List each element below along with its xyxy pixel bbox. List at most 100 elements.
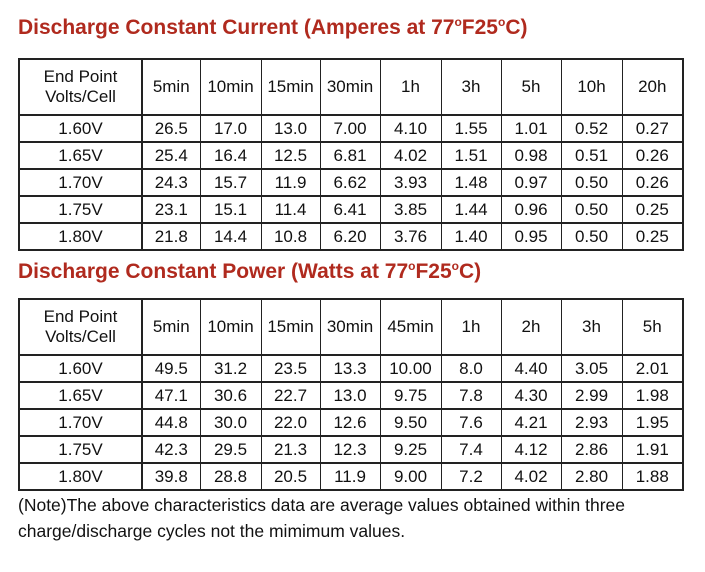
value-cell: 0.26: [621, 168, 684, 197]
value-cell: 1.88: [621, 462, 684, 491]
value-cell: 1.55: [440, 114, 502, 143]
value-cell: 30.0: [199, 408, 262, 437]
value-cell: 0.27: [621, 114, 684, 143]
column-header: 45min: [379, 298, 442, 356]
value-cell: 2.86: [560, 435, 623, 464]
value-cell: 15.7: [199, 168, 262, 197]
column-header: 1h: [440, 298, 502, 356]
value-cell: 2.99: [560, 381, 623, 410]
value-cell: 1.48: [440, 168, 502, 197]
end-point-label: End Point: [43, 67, 118, 86]
end-point-voltage-cell: 1.75V: [18, 435, 143, 464]
header-row: End Point Volts/Cell 5min 10min 15min 30min 1h…: [18, 58, 684, 116]
column-header: 15min: [260, 58, 321, 116]
end-point-voltage-cell: 1.80V: [18, 222, 143, 251]
value-cell: 9.25: [379, 435, 442, 464]
column-header: 2h: [500, 298, 562, 356]
value-cell: 24.3: [141, 168, 201, 197]
table-row: 1.70V 24.3 15.7 11.9 6.62 3.93 1.48 0.97 0.50 0.2…: [18, 168, 684, 197]
value-cell: 1.91: [621, 435, 684, 464]
value-cell: 0.95: [500, 222, 562, 251]
column-header: 10min: [199, 298, 262, 356]
value-cell: 4.40: [500, 354, 562, 383]
column-header: 15min: [260, 298, 321, 356]
value-cell: 13.3: [319, 354, 381, 383]
value-cell: 8.0: [440, 354, 502, 383]
value-cell: 14.4: [199, 222, 262, 251]
value-cell: 9.75: [379, 381, 442, 410]
value-cell: 12.5: [260, 141, 321, 170]
value-cell: 0.50: [560, 222, 623, 251]
value-cell: 0.25: [621, 195, 684, 224]
note-text: (Note)The above characteristics data are…: [18, 495, 626, 541]
column-header: 30min: [319, 298, 381, 356]
table-row: 1.80V 21.8 14.4 10.8 6.20 3.76 1.40 0.95 0.50 0.2…: [18, 222, 684, 251]
value-cell: 0.50: [560, 168, 623, 197]
value-cell: 0.97: [500, 168, 562, 197]
value-cell: 7.6: [440, 408, 502, 437]
table-row: 1.65V 25.4 16.4 12.5 6.81 4.02 1.51 0.98 0.51 0.2…: [18, 141, 684, 170]
value-cell: 10.8: [260, 222, 321, 251]
value-cell: 4.10: [379, 114, 442, 143]
value-cell: 25.4: [141, 141, 201, 170]
value-cell: 21.8: [141, 222, 201, 251]
column-header: 5min: [141, 58, 201, 116]
value-cell: 4.02: [379, 141, 442, 170]
table-row: 1.65V 47.1 30.6 22.7 13.0 9.75 7.8 4.30 2.99 1.98: [18, 381, 684, 410]
end-point-label: End Point: [43, 307, 118, 326]
value-cell: 6.81: [319, 141, 381, 170]
value-cell: 49.5: [141, 354, 201, 383]
value-cell: 4.12: [500, 435, 562, 464]
value-cell: 6.20: [319, 222, 381, 251]
value-cell: 2.93: [560, 408, 623, 437]
end-point-header: End Point Volts/Cell: [18, 58, 143, 116]
value-cell: 29.5: [199, 435, 262, 464]
value-cell: 47.1: [141, 381, 201, 410]
column-header: 3h: [440, 58, 502, 116]
value-cell: 1.40: [440, 222, 502, 251]
value-cell: 3.05: [560, 354, 623, 383]
value-cell: 17.0: [199, 114, 262, 143]
value-cell: 0.26: [621, 141, 684, 170]
table-row: 1.75V 23.1 15.1 11.4 6.41 3.85 1.44 0.96 0.50 0.2…: [18, 195, 684, 224]
value-cell: 1.98: [621, 381, 684, 410]
value-cell: 7.4: [440, 435, 502, 464]
value-cell: 1.95: [621, 408, 684, 437]
value-cell: 12.6: [319, 408, 381, 437]
column-header: 10min: [199, 58, 262, 116]
value-cell: 6.41: [319, 195, 381, 224]
value-cell: 22.0: [260, 408, 321, 437]
end-point-voltage-cell: 1.70V: [18, 168, 143, 197]
value-cell: 2.01: [621, 354, 684, 383]
value-cell: 7.00: [319, 114, 381, 143]
value-cell: 3.76: [379, 222, 442, 251]
table-row: 1.60V 49.5 31.2 23.5 13.3 10.00 8.0 4.40 3.05 2.0…: [18, 354, 684, 383]
column-header: 20h: [621, 58, 684, 116]
value-cell: 4.21: [500, 408, 562, 437]
column-header: 10h: [560, 58, 623, 116]
value-cell: 28.8: [199, 462, 262, 491]
table-row: 1.80V 39.8 28.8 20.5 11.9 9.00 7.2 4.02 2.80 1.88: [18, 462, 684, 491]
value-cell: 11.9: [319, 462, 381, 491]
end-point-voltage-cell: 1.60V: [18, 354, 143, 383]
end-point-voltage-cell: 1.75V: [18, 195, 143, 224]
value-cell: 4.02: [500, 462, 562, 491]
volts-per-cell-label: Volts/Cell: [45, 327, 116, 346]
value-cell: 44.8: [141, 408, 201, 437]
value-cell: 3.93: [379, 168, 442, 197]
end-point-voltage-cell: 1.70V: [18, 408, 143, 437]
value-cell: 12.3: [319, 435, 381, 464]
value-cell: 1.51: [440, 141, 502, 170]
value-cell: 4.30: [500, 381, 562, 410]
table-row: 1.60V 26.5 17.0 13.0 7.00 4.10 1.55 1.01 0.52 0.2…: [18, 114, 684, 143]
header-row: End Point Volts/Cell 5min 10min 15min 30min 45…: [18, 298, 684, 356]
column-header: 3h: [560, 298, 623, 356]
end-point-voltage-cell: 1.80V: [18, 462, 143, 491]
value-cell: 2.80: [560, 462, 623, 491]
value-cell: 9.50: [379, 408, 442, 437]
value-cell: 22.7: [260, 381, 321, 410]
value-cell: 0.98: [500, 141, 562, 170]
value-cell: 9.00: [379, 462, 442, 491]
power-table-title: Discharge Constant Power (Watts at 77oF2…: [18, 259, 482, 283]
column-header: 30min: [319, 58, 381, 116]
